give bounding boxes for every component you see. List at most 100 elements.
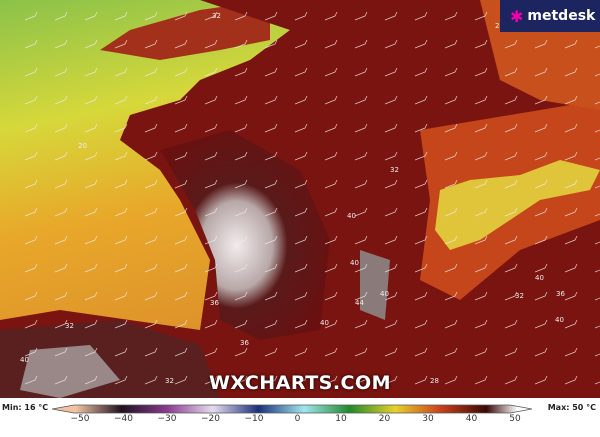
wind-barb (54, 347, 68, 357)
wind-barb (174, 375, 188, 385)
wind-barb (204, 67, 218, 77)
wind-barb (474, 207, 488, 217)
wind-barb (54, 39, 68, 49)
contour-label: 36 (240, 339, 249, 347)
metdesk-logo: ✱ metdesk (500, 0, 600, 32)
contour-label: 40 (535, 274, 544, 282)
wind-barb (294, 235, 308, 245)
wind-barb (354, 123, 368, 133)
wind-barb (444, 39, 458, 49)
wind-barb (414, 319, 428, 329)
wind-barb (114, 67, 128, 77)
wind-barb (384, 123, 398, 133)
wind-barb (354, 235, 368, 245)
wind-barb (264, 375, 278, 385)
wind-barb (54, 291, 68, 301)
wind-barb (354, 347, 368, 357)
wind-barb (204, 291, 218, 301)
wind-barb (54, 263, 68, 273)
wind-barb (354, 319, 368, 329)
wind-barb (384, 39, 398, 49)
contour-label: 36 (210, 299, 219, 307)
wind-barb (324, 291, 338, 301)
wind-barb (504, 263, 518, 273)
wind-barb (504, 347, 518, 357)
wind-barb (234, 67, 248, 77)
wind-barb (414, 11, 428, 21)
wind-barb (474, 95, 488, 105)
wind-barb (264, 67, 278, 77)
wind-barb (264, 39, 278, 49)
wind-barb (474, 375, 488, 385)
wind-barb (114, 263, 128, 273)
wind-barb (204, 319, 218, 329)
wind-barb (174, 67, 188, 77)
wind-barb (384, 151, 398, 161)
wind-barb (294, 291, 308, 301)
wind-barb (24, 151, 38, 161)
contour-label: 40 (20, 356, 29, 364)
wind-barb (534, 95, 548, 105)
wind-barb (504, 39, 518, 49)
wind-barb (444, 319, 458, 329)
wind-barb (24, 179, 38, 189)
wind-barb (204, 179, 218, 189)
wind-barb (384, 291, 398, 301)
wind-barb (324, 179, 338, 189)
wind-barb (534, 39, 548, 49)
wind-barb (24, 11, 38, 21)
wind-barb (174, 319, 188, 329)
wind-barb (174, 123, 188, 133)
colorbar-tick: −20 (201, 414, 220, 424)
wind-barb (204, 235, 218, 245)
spain-hot-core (20, 345, 120, 398)
wind-barb (144, 151, 158, 161)
asterisk-flower-icon: ✱ (510, 6, 524, 26)
wind-barb (174, 151, 188, 161)
wind-barb (54, 235, 68, 245)
wind-barb (144, 291, 158, 301)
wind-barb (534, 207, 548, 217)
wind-barb (324, 151, 338, 161)
colorbar-tick: 40 (465, 414, 478, 424)
wind-barb (204, 375, 218, 385)
wind-barb (144, 319, 158, 329)
wind-barb (294, 375, 308, 385)
wind-barb (534, 67, 548, 77)
wind-barb (294, 11, 308, 21)
contour-label: 32 (390, 166, 399, 174)
wind-barb (294, 123, 308, 133)
wind-barb (204, 347, 218, 357)
wind-barb (414, 67, 428, 77)
wind-barb (414, 291, 428, 301)
wind-barb (24, 375, 38, 385)
colorbar-tick: 20 (378, 414, 391, 424)
wind-barb (444, 123, 458, 133)
wind-barb (384, 179, 398, 189)
wind-barb (444, 375, 458, 385)
wind-barb (114, 11, 128, 21)
wind-barb (594, 269, 600, 273)
wind-barb (264, 263, 278, 273)
wind-barb (144, 123, 158, 133)
wind-barb (234, 123, 248, 133)
wind-barb (54, 67, 68, 77)
wind-barb (594, 353, 600, 357)
wind-barb (534, 179, 548, 189)
wind-barb (294, 319, 308, 329)
wind-barb (84, 375, 98, 385)
wind-barb (114, 207, 128, 217)
temperature-map: 32 28 20 40 36 40 44 40 32 40 40 36 32 2… (0, 0, 600, 398)
wind-barb (444, 263, 458, 273)
wind-barb (354, 375, 368, 385)
wind-barb (354, 151, 368, 161)
wind-barb (294, 347, 308, 357)
wind-barb (264, 151, 278, 161)
wind-barb (384, 207, 398, 217)
wind-barb (504, 235, 518, 245)
wind-barb (504, 375, 518, 385)
wind-barb (234, 179, 248, 189)
wind-barb (234, 95, 248, 105)
wind-barb (534, 291, 548, 301)
wind-barb (144, 207, 158, 217)
